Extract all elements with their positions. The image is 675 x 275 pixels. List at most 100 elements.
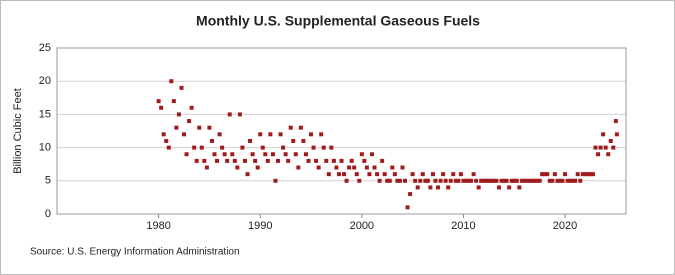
point [598,145,603,150]
point [499,178,504,183]
point [463,178,468,183]
point [491,178,496,183]
point [570,178,575,183]
point [400,165,405,170]
point [336,172,341,177]
point [585,172,590,177]
plot-frame [56,47,627,215]
point [387,178,392,183]
point [169,79,174,84]
point [232,158,237,163]
point [420,172,425,177]
point [179,85,184,90]
point [453,178,458,183]
point [479,178,484,183]
point [481,178,486,183]
point [382,172,387,177]
point [342,172,347,177]
y-tick-label: 10 [39,142,51,154]
point [601,132,606,137]
point [344,178,349,183]
point [456,178,461,183]
point [433,178,438,183]
point [524,178,529,183]
point [504,178,509,183]
point [197,125,202,130]
point [403,178,408,183]
point [220,145,225,150]
point [535,178,540,183]
point [466,178,471,183]
point [362,158,367,163]
point [608,138,613,143]
point [207,125,212,130]
point [441,172,446,177]
point [293,152,298,157]
point [258,132,263,137]
point [509,178,514,183]
point [451,172,456,177]
point [242,158,247,163]
x-tick-label: 1980 [146,220,170,232]
y-tick-label: 5 [45,175,51,187]
x-tick-label: 2000 [350,220,374,232]
point [474,178,479,183]
point [502,178,507,183]
point [611,145,616,150]
point [514,178,519,183]
point [311,145,316,150]
point [413,178,418,183]
point [425,178,430,183]
point [364,165,369,170]
point [255,165,260,170]
point [283,152,288,157]
point [555,178,560,183]
point [270,152,275,157]
chart-title: Monthly U.S. Supplemental Gaseous Fuels [196,13,480,29]
point [596,152,601,157]
point [194,158,199,163]
point [189,105,194,110]
point [319,132,324,137]
point [588,172,593,177]
point [552,172,557,177]
point [326,172,331,177]
point [423,178,428,183]
point [227,112,232,117]
point [334,165,339,170]
point [260,145,265,150]
point [540,172,545,177]
point [469,178,474,183]
point [237,112,242,117]
point [448,178,453,183]
point [286,158,291,163]
point [275,158,280,163]
point [537,178,542,183]
x-tick-label: 1990 [248,220,272,232]
point [568,178,573,183]
point [357,178,362,183]
point [222,152,227,157]
point [397,178,402,183]
point [507,185,512,190]
point [250,152,255,157]
point [359,152,364,157]
point [288,125,293,130]
point [298,125,303,130]
point [248,138,253,143]
point [301,138,306,143]
point [471,172,476,177]
point [436,185,441,190]
point [542,172,547,177]
point [164,138,169,143]
point [532,178,537,183]
point [369,152,374,157]
point [199,145,204,150]
point [268,132,273,137]
point [171,99,176,104]
point [225,158,230,163]
point [522,178,527,183]
point [347,165,352,170]
point [187,119,192,124]
